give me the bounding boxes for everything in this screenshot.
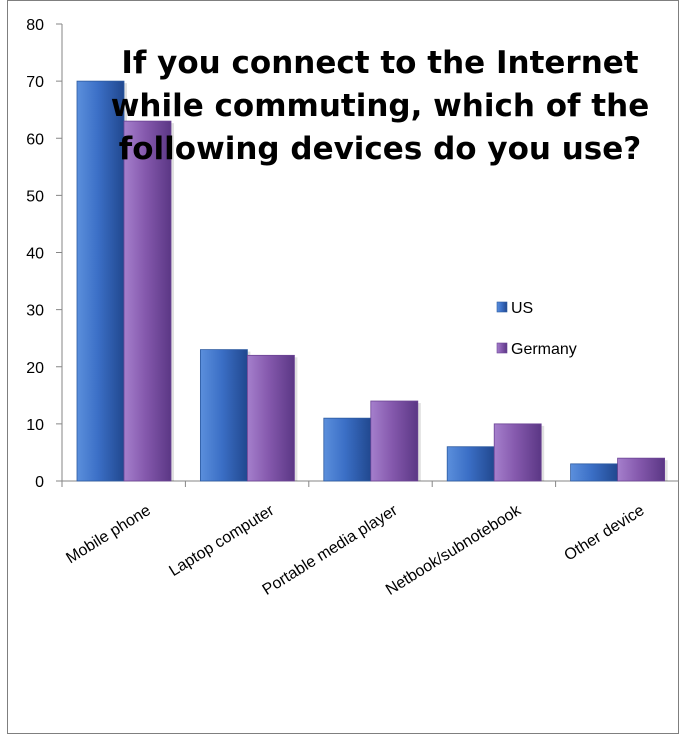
bar-germany-1	[246, 354, 295, 482]
bar-us-3	[446, 446, 495, 482]
y-tick-label: 40	[26, 246, 44, 263]
y-tick-label: 10	[26, 417, 44, 434]
x-axis-ticks	[61, 481, 557, 487]
bar-us-4	[570, 463, 618, 482]
legend-swatch	[496, 301, 508, 313]
category-label: Netbook/subnotebook	[383, 501, 525, 598]
y-tick-label: 50	[26, 188, 44, 205]
legend-label: Germany	[511, 341, 577, 358]
bar-us-0	[76, 80, 125, 482]
y-tick-label: 30	[26, 303, 44, 320]
bar-us-1	[199, 349, 248, 482]
y-tick-label: 80	[26, 17, 44, 34]
bar-germany-4	[617, 457, 665, 482]
bar-us-2	[323, 417, 372, 482]
category-label: Other device	[561, 502, 647, 565]
y-tick-label: 60	[26, 131, 44, 148]
legend: US Germany	[496, 300, 577, 358]
bar-germany-0	[123, 120, 172, 482]
y-tick-label: 70	[26, 74, 44, 91]
legend-swatch	[496, 342, 508, 354]
y-tick-label: 20	[26, 360, 44, 377]
category-label: Laptop computer	[166, 502, 277, 580]
bars-group	[76, 80, 668, 482]
y-axis-ticks: 0 10 20 30 40 50 60 70 80	[26, 17, 62, 491]
category-label: Portable media player	[260, 502, 402, 599]
bar-germany-2	[370, 400, 419, 482]
category-label: Mobile phone	[63, 502, 154, 567]
y-tick-label: 0	[35, 474, 44, 491]
legend-label: US	[511, 300, 533, 317]
bar-germany-3	[493, 423, 542, 482]
